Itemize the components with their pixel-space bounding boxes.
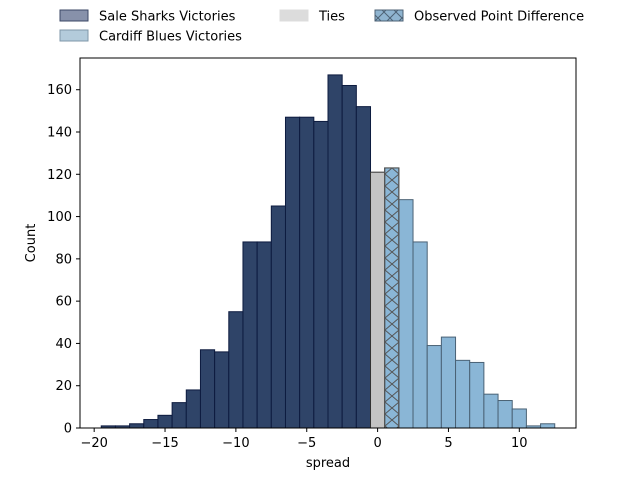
bars-group <box>100 74 556 429</box>
plot-frame <box>79 57 577 429</box>
bar-sale-sharks-victories-2 <box>129 423 145 429</box>
x-tick-label-0: −20 <box>80 436 107 451</box>
legend-label-cardiff-blues-victories: Cardiff Blues Victories <box>99 30 242 45</box>
legend: Sale Sharks Victories Cardiff Blues Victo… <box>59 9 584 45</box>
bar-sale-sharks-victories-8 <box>214 351 230 429</box>
legend-swatch-ties <box>279 9 309 22</box>
bar-sale-sharks-victories-6 <box>185 389 201 429</box>
y-tick-label-1: 20 <box>55 379 72 394</box>
bar-cardiff-blues-victories-6 <box>469 361 485 429</box>
bar-sale-sharks-victories-13 <box>284 116 301 429</box>
legend-swatch-hatch-observed-point-difference <box>374 9 404 22</box>
bar-sale-sharks-victories-15 <box>313 120 329 429</box>
y-tick-label-7: 140 <box>47 126 72 141</box>
y-tick-label-6: 120 <box>47 168 72 183</box>
y-tick-label-4: 80 <box>55 252 72 267</box>
bar-cardiff-blues-victories-5 <box>455 359 471 429</box>
bar-cardiff-blues-victories-4 <box>440 336 457 429</box>
bar-observed-point-difference-hatch-0 <box>384 167 400 429</box>
bar-sale-sharks-victories-16 <box>327 74 343 429</box>
legend-swatch-sale-sharks-victories <box>59 9 89 22</box>
bar-sale-sharks-victories-14 <box>299 116 315 429</box>
bar-sale-sharks-victories-5 <box>171 402 187 429</box>
y-tick-label-2: 40 <box>55 337 72 352</box>
legend-label-observed-point-difference: Observed Point Difference <box>414 10 584 25</box>
legend-label-ties: Ties <box>318 10 345 25</box>
x-tick-label-4: 0 <box>373 436 381 451</box>
y-axis-label: Count <box>24 224 39 263</box>
x-axis: −20 −15 −10 −5 0 5 10 <box>80 428 528 451</box>
bar-sale-sharks-victories-18 <box>355 106 372 429</box>
y-tick-label-3: 60 <box>55 295 72 310</box>
bar-sale-sharks-victories-3 <box>143 419 159 429</box>
bar-cardiff-blues-victories-3 <box>426 345 442 429</box>
bar-sale-sharks-victories-10 <box>242 241 258 429</box>
x-tick-label-5: 5 <box>444 436 452 451</box>
x-tick-label-2: −10 <box>222 436 249 451</box>
y-tick-label-8: 160 <box>47 83 72 98</box>
x-tick-label-6: 10 <box>511 436 528 451</box>
bar-sale-sharks-victories-4 <box>157 414 173 429</box>
legend-label-sale-sharks-victories: Sale Sharks Victories <box>99 10 236 25</box>
y-axis: 0 20 40 60 80 100 120 140 160 <box>47 83 80 437</box>
bar-cardiff-blues-victories-7 <box>483 393 499 429</box>
bar-sale-sharks-victories-17 <box>341 84 357 429</box>
legend-swatch-cardiff-blues-victories <box>59 29 89 42</box>
bar-ties-0 <box>370 171 386 429</box>
x-tick-label-3: −5 <box>297 436 316 451</box>
y-tick-label-5: 100 <box>47 210 72 225</box>
bar-cardiff-blues-victories-9 <box>511 408 527 429</box>
bar-sale-sharks-victories-9 <box>228 311 244 429</box>
bar-cardiff-blues-victories-11 <box>540 423 556 429</box>
x-tick-label-1: −15 <box>151 436 178 451</box>
bar-cardiff-blues-victories-8 <box>497 400 513 429</box>
bar-sale-sharks-victories-12 <box>270 205 286 429</box>
bar-cardiff-blues-victories-2 <box>412 241 428 429</box>
bar-sale-sharks-victories-11 <box>256 241 272 429</box>
x-axis-label: spread <box>306 456 350 471</box>
y-tick-label-0: 0 <box>64 422 72 437</box>
bar-cardiff-blues-victories-1 <box>398 199 414 429</box>
bar-sale-sharks-victories-7 <box>199 349 216 429</box>
